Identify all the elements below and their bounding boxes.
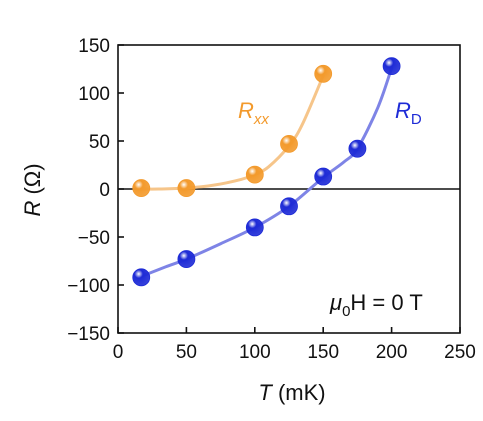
data-point-series-1 [132,268,151,287]
annotation-mu: μ [329,290,342,315]
y-axis-var: R [20,201,45,217]
data-point-series-0 [245,165,264,184]
y-tick-label: −150 [67,324,110,345]
x-tick-label: 50 [176,342,197,363]
series-label-rd-main: R [395,98,411,123]
field-annotation: μ0H = 0 T [329,290,423,320]
data-point-series-1 [280,197,298,216]
labels-group: R (Ω) T (mK) μ0H = 0 T Rxx RD [20,98,423,405]
x-tick-label: 200 [376,342,408,363]
data-point-series-0 [177,179,196,197]
y-tick-label: 50 [89,132,110,153]
series-label-rd-sub: D [411,111,422,128]
x-tick-label: 0 [113,342,124,363]
series-curve-1 [139,66,394,278]
series-label-rxx-main: R [238,98,254,123]
y-tick-label: 100 [78,84,110,105]
data-point-series-0 [280,134,298,153]
series-curve-0 [139,74,325,191]
data-point-series-0 [314,64,333,83]
series-label-rd: RD [395,98,422,128]
y-axis-unit: (Ω) [20,163,45,200]
curves-group [139,66,394,278]
axes-group: 0 50 100 150 200 250 150 100 50 0 −50 −100 −150 [67,36,476,363]
y-axis-label: R (Ω) [20,163,45,216]
data-point-series-1 [245,218,264,237]
points-group [132,57,401,287]
y-tick-label: −100 [67,276,110,297]
data-point-series-1 [177,250,196,268]
x-axis-label: T (mK) [258,380,325,405]
series-label-rxx-sub: xx [253,111,270,128]
y-tick-label: 150 [78,36,110,57]
x-tick-label: 100 [239,342,271,363]
annotation-mu-sub: 0 [342,303,350,320]
y-tick-label: −50 [78,228,110,249]
data-point-series-1 [314,167,333,186]
x-tick-label: 250 [444,342,476,363]
data-point-series-1 [382,57,401,76]
series-label-rxx: Rxx [238,98,269,128]
x-axis-var: T [258,380,273,405]
data-point-series-1 [348,139,367,158]
data-point-series-0 [132,179,151,197]
x-tick-label: 150 [307,342,339,363]
x-axis-unit: (mK) [272,380,326,405]
annotation-rest: H = 0 T [350,290,422,315]
y-tick-label: 0 [99,180,110,201]
